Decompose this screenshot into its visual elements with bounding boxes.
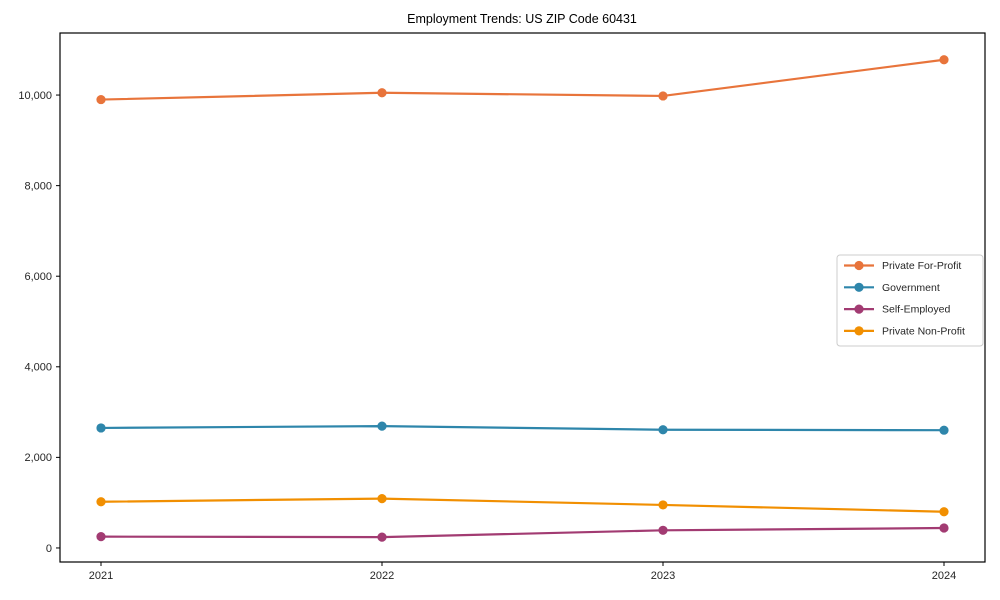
x-tick-label: 2021 bbox=[89, 570, 113, 582]
legend-label: Government bbox=[882, 282, 940, 294]
y-axis: 0 2,000 4,000 6,000 8,000 10,000 bbox=[18, 90, 60, 555]
data-point-marker bbox=[377, 421, 387, 431]
x-tick-label: 2022 bbox=[370, 570, 394, 582]
series-line bbox=[99, 526, 946, 539]
x-tick-label: 2024 bbox=[932, 570, 956, 582]
x-tick-label: 2023 bbox=[651, 570, 675, 582]
x-axis: 2021 2022 2023 2024 bbox=[89, 562, 956, 582]
series-lines bbox=[96, 55, 949, 542]
legend-label: Self-Employed bbox=[882, 304, 950, 316]
data-point-marker bbox=[658, 425, 668, 435]
legend-marker-icon bbox=[854, 304, 864, 314]
series-line bbox=[99, 58, 946, 101]
y-tick-label: 6,000 bbox=[24, 271, 52, 283]
legend-marker-icon bbox=[854, 282, 864, 292]
y-tick-label: 0 bbox=[46, 543, 52, 555]
series-line bbox=[99, 497, 946, 513]
data-point-marker bbox=[939, 507, 949, 517]
legend-label: Private Non-Profit bbox=[882, 326, 965, 338]
y-tick-label: 8,000 bbox=[24, 180, 52, 192]
series-private-non-profit bbox=[96, 493, 949, 517]
chart-title: Employment Trends: US ZIP Code 60431 bbox=[407, 12, 637, 26]
legend-marker-icon bbox=[854, 326, 864, 336]
data-point-marker bbox=[96, 497, 106, 507]
series-private-for-profit bbox=[96, 55, 949, 105]
data-point-marker bbox=[96, 532, 106, 542]
data-point-marker bbox=[377, 88, 387, 98]
y-tick-label: 10,000 bbox=[18, 90, 52, 102]
data-point-marker bbox=[96, 423, 106, 433]
y-tick-label: 4,000 bbox=[24, 362, 52, 374]
plot-background bbox=[60, 33, 985, 562]
legend-entry: Government bbox=[844, 282, 940, 294]
data-point-marker bbox=[658, 500, 668, 510]
legend-entry: Private For-Profit bbox=[844, 260, 961, 272]
legend: Private For-Profit Government Self-Employe… bbox=[836, 254, 984, 347]
data-point-marker bbox=[658, 525, 668, 535]
data-point-marker bbox=[377, 532, 387, 542]
plot-border bbox=[59, 32, 986, 563]
legend-box bbox=[836, 254, 984, 347]
legend-entry: Self-Employed bbox=[844, 304, 950, 316]
series-line bbox=[99, 425, 946, 432]
data-point-marker bbox=[96, 94, 106, 105]
data-point-marker bbox=[939, 55, 949, 65]
data-point-marker bbox=[658, 91, 668, 101]
data-point-marker bbox=[939, 523, 949, 533]
series-self-employed bbox=[96, 523, 949, 542]
series-government bbox=[96, 421, 949, 435]
legend-entry: Private Non-Profit bbox=[844, 326, 965, 338]
plot-area bbox=[60, 33, 985, 562]
data-point-marker bbox=[939, 425, 949, 435]
data-point-marker bbox=[377, 493, 387, 504]
legend-marker-icon bbox=[854, 260, 864, 271]
legend-label: Private For-Profit bbox=[882, 260, 961, 272]
y-tick-label: 2,000 bbox=[24, 452, 52, 464]
